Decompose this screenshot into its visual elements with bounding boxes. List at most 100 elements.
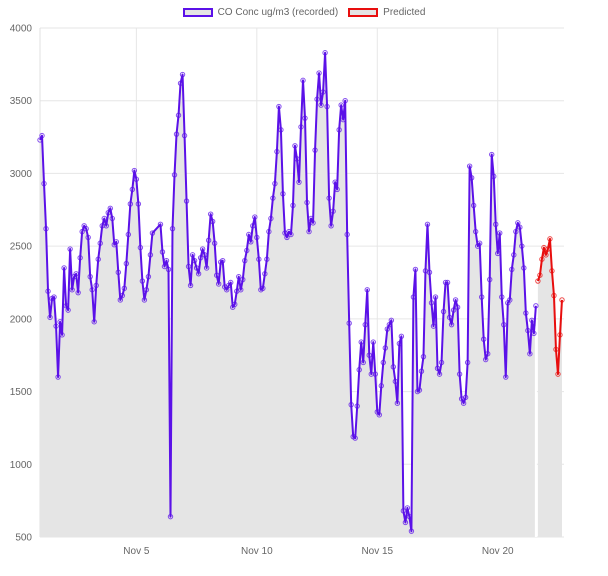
- data-point: [370, 339, 376, 345]
- data-point: [310, 220, 316, 226]
- y-axis-ticks: 500 1000 1500 2000 2500 3000 3500 4000: [10, 24, 33, 544]
- data-point: [533, 303, 539, 309]
- legend-item-predicted[interactable]: Predicted: [348, 7, 425, 18]
- data-point: [346, 320, 352, 326]
- series-line-0: [39, 51, 537, 533]
- data-point: [69, 287, 75, 293]
- data-point: [213, 272, 220, 278]
- data-point: [215, 281, 222, 287]
- data-point: [386, 321, 393, 328]
- data-point: [440, 308, 447, 315]
- series-area-0: [40, 52, 536, 537]
- y-tick-label: 1500: [10, 387, 33, 398]
- data-point: [284, 234, 290, 241]
- data-point: [394, 400, 401, 406]
- data-point: [37, 137, 43, 143]
- data-point: [320, 89, 326, 95]
- y-tick-label: 2500: [10, 242, 33, 253]
- data-point: [175, 112, 182, 118]
- data-point: [145, 273, 152, 280]
- data-point: [67, 246, 73, 252]
- data-point: [121, 285, 128, 292]
- data-point: [288, 231, 294, 238]
- data-point: [434, 365, 441, 372]
- data-point: [193, 265, 200, 271]
- data-point: [398, 333, 405, 340]
- data-point: [324, 103, 330, 110]
- data-point: [141, 297, 148, 303]
- data-point: [360, 359, 366, 366]
- data-point: [517, 224, 523, 230]
- data-point: [326, 195, 332, 201]
- data-point: [107, 205, 113, 212]
- data-point: [201, 252, 208, 258]
- data-point: [549, 268, 555, 274]
- y-tick-label: 500: [15, 533, 32, 544]
- data-point: [442, 279, 449, 286]
- data-point: [404, 505, 411, 511]
- data-point: [262, 271, 268, 277]
- data-point: [348, 401, 354, 408]
- data-point: [238, 287, 244, 293]
- data-point: [73, 271, 79, 277]
- data-point: [167, 513, 174, 520]
- data-point: [444, 279, 451, 286]
- data-point: [426, 269, 433, 276]
- data-point: [545, 246, 551, 252]
- data-point: [513, 228, 519, 235]
- data-point: [79, 228, 85, 235]
- data-point: [101, 215, 107, 222]
- data-point: [185, 263, 192, 270]
- data-point: [364, 287, 370, 293]
- data-point: [159, 249, 166, 255]
- data-point: [228, 279, 234, 286]
- data-point: [169, 225, 176, 232]
- data-point: [290, 202, 296, 209]
- data-point: [129, 186, 136, 193]
- data-point: [521, 265, 527, 271]
- legend-item-recorded[interactable]: CO Conc ug/m3 (recorded): [182, 7, 338, 18]
- data-point: [509, 266, 515, 273]
- data-point: [438, 359, 445, 366]
- data-point: [559, 297, 565, 303]
- data-point: [499, 294, 505, 300]
- data-point: [454, 304, 461, 310]
- data-point: [382, 345, 389, 351]
- data-point: [55, 374, 61, 380]
- data-point: [163, 257, 170, 264]
- data-point: [507, 297, 513, 303]
- data-point: [503, 374, 509, 380]
- data-point: [63, 303, 69, 309]
- data-point: [523, 310, 529, 316]
- data-point: [272, 180, 278, 187]
- data-point: [203, 265, 210, 271]
- data-point: [183, 198, 190, 204]
- data-point: [390, 364, 397, 370]
- data-point: [336, 127, 342, 133]
- x-tick-label: Nov 5: [123, 546, 150, 557]
- data-point: [89, 287, 95, 293]
- data-point: [109, 215, 115, 222]
- data-point: [219, 257, 226, 264]
- data-point: [139, 278, 146, 284]
- data-point: [232, 301, 238, 308]
- data-point: [302, 115, 308, 121]
- data-point: [485, 351, 491, 357]
- data-point: [199, 246, 206, 252]
- data-point: [497, 230, 503, 236]
- data-point: [270, 195, 276, 201]
- y-tick-label: 3500: [10, 96, 33, 107]
- data-point: [362, 321, 368, 328]
- data-point: [501, 321, 507, 328]
- data-point: [366, 352, 372, 358]
- data-point: [358, 339, 364, 345]
- series-line-1: [536, 237, 563, 376]
- data-point: [115, 269, 121, 276]
- data-point: [119, 292, 126, 299]
- data-point: [428, 300, 435, 306]
- data-point: [57, 319, 63, 325]
- data-point: [332, 179, 338, 185]
- data-point: [41, 180, 47, 187]
- data-point: [418, 368, 425, 374]
- data-point: [95, 256, 101, 262]
